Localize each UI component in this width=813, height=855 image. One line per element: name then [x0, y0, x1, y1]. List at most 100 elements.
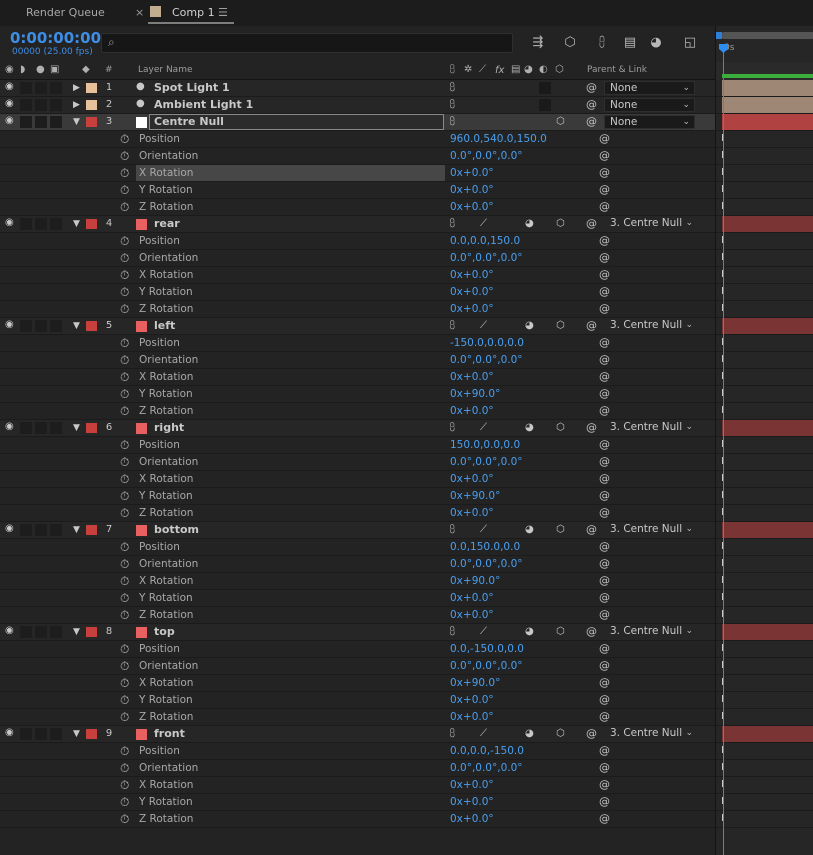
shy-switch-icon[interactable]: ⩉ [450, 728, 455, 739]
stopwatch-icon[interactable]: ⏱ [120, 489, 130, 503]
property-pick-whip-icon[interactable]: @ [599, 285, 610, 298]
property-value[interactable]: 0.0,0.0,-150.0 [450, 745, 524, 757]
property-pick-whip-icon[interactable]: @ [599, 489, 610, 502]
motion-blur-switch-icon[interactable]: ◕ [525, 524, 534, 535]
timeline-property-row[interactable]: I [716, 369, 813, 386]
stopwatch-icon[interactable]: ⏱ [120, 455, 130, 469]
layer-switch-box[interactable] [20, 218, 32, 230]
property-row[interactable]: ⏱ Y Rotation 0x+0.0° @ [0, 692, 715, 709]
property-value[interactable]: 0x+0.0° [450, 405, 494, 417]
layer-duration-bar[interactable] [722, 216, 813, 232]
layer-name[interactable]: Spot Light 1 [154, 81, 230, 94]
3d-layer-switch-icon[interactable]: ⬡ [556, 626, 565, 637]
property-pick-whip-icon[interactable]: @ [599, 795, 610, 808]
expand-triangle-open-icon[interactable]: ▼ [73, 729, 80, 739]
3d-layer-switch-icon[interactable]: ⬡ [556, 116, 565, 127]
current-time-display[interactable]: 0:00:00:00 [10, 29, 102, 47]
quality-switch-icon[interactable]: ⟋ [480, 218, 487, 229]
label-color-swatch[interactable] [86, 83, 97, 93]
property-value[interactable]: 0x+90.0° [450, 490, 501, 502]
keyframe-marker-icon[interactable]: I [721, 541, 724, 553]
property-pick-whip-icon[interactable]: @ [599, 540, 610, 553]
visibility-eye-icon[interactable]: ◉ [5, 625, 14, 636]
keyframe-marker-icon[interactable]: I [721, 201, 724, 213]
property-value[interactable]: 0x+0.0° [450, 779, 494, 791]
layer-switch-box[interactable] [50, 218, 62, 230]
property-pick-whip-icon[interactable]: @ [599, 472, 610, 485]
property-row[interactable]: ⏱ Z Rotation 0x+0.0° @ [0, 403, 715, 420]
layer-duration-bar[interactable] [722, 318, 813, 334]
motion-blur-switch-icon[interactable]: ◕ [525, 626, 534, 637]
property-row[interactable]: ⏱ Orientation 0.0°,0.0°,0.0° @ [0, 658, 715, 675]
stopwatch-icon[interactable]: ⏱ [120, 574, 130, 588]
layer-name[interactable]: rear [154, 217, 180, 230]
stopwatch-icon[interactable]: ⏱ [120, 778, 130, 792]
current-time-indicator[interactable] [719, 44, 728, 53]
keyframe-marker-icon[interactable]: I [721, 745, 724, 757]
visibility-eye-icon[interactable]: ◉ [5, 523, 14, 534]
property-row[interactable]: ⏱ Position 0.0,0.0,150.0 @ [0, 233, 715, 250]
property-value[interactable]: 960.0,540.0,150.0 [450, 133, 547, 145]
pick-whip-icon[interactable]: @ [586, 421, 597, 434]
property-pick-whip-icon[interactable]: @ [599, 200, 610, 213]
property-value[interactable]: 0x+0.0° [450, 473, 494, 485]
property-value[interactable]: 0x+0.0° [450, 507, 494, 519]
keyframe-marker-icon[interactable]: I [721, 150, 724, 162]
property-pick-whip-icon[interactable]: @ [599, 659, 610, 672]
timeline-property-row[interactable]: I [716, 437, 813, 454]
property-row[interactable]: ⏱ Orientation 0.0°,0.0°,0.0° @ [0, 454, 715, 471]
pick-whip-icon[interactable]: @ [586, 727, 597, 740]
visibility-eye-icon[interactable]: ◉ [5, 81, 14, 92]
layer-switch-box[interactable] [20, 422, 32, 434]
property-row[interactable]: ⏱ Z Rotation 0x+0.0° @ [0, 709, 715, 726]
timeline-property-row[interactable]: I [716, 760, 813, 777]
property-pick-whip-icon[interactable]: @ [599, 642, 610, 655]
property-value[interactable]: 0.0,-150.0,0.0 [450, 643, 524, 655]
timeline-layer-row[interactable] [716, 80, 813, 97]
property-pick-whip-icon[interactable]: @ [599, 370, 610, 383]
stopwatch-icon[interactable]: ⏱ [120, 744, 130, 758]
label-color-swatch[interactable] [86, 219, 97, 229]
property-pick-whip-icon[interactable]: @ [599, 557, 610, 570]
shy-layers-icon[interactable]: ⩉ [599, 35, 605, 50]
timeline-layer-row[interactable] [716, 318, 813, 335]
expand-triangle-open-icon[interactable]: ▼ [73, 627, 80, 637]
property-pick-whip-icon[interactable]: @ [599, 387, 610, 400]
parent-dropdown[interactable]: None ⌄ [604, 115, 695, 129]
property-row[interactable]: ⏱ Position 0.0,150.0,0.0 @ [0, 539, 715, 556]
property-pick-whip-icon[interactable]: @ [599, 166, 610, 179]
timeline-property-row[interactable]: I [716, 267, 813, 284]
keyframe-marker-icon[interactable]: I [721, 796, 724, 808]
keyframe-marker-icon[interactable]: I [721, 235, 724, 247]
property-value[interactable]: 0x+90.0° [450, 388, 501, 400]
keyframe-marker-icon[interactable]: I [721, 303, 724, 315]
switch-box[interactable] [539, 82, 551, 94]
keyframe-marker-icon[interactable]: I [721, 269, 724, 281]
property-pick-whip-icon[interactable]: @ [599, 268, 610, 281]
property-value[interactable]: 0x+90.0° [450, 575, 501, 587]
property-value[interactable]: 0x+0.0° [450, 303, 494, 315]
timeline-property-row[interactable]: I [716, 148, 813, 165]
close-tab-icon[interactable]: × [135, 6, 145, 19]
stopwatch-icon[interactable]: ⏱ [120, 557, 130, 571]
video-switch-icon[interactable]: ◉ [5, 64, 14, 75]
property-pick-whip-icon[interactable]: @ [599, 353, 610, 366]
visibility-eye-icon[interactable]: ◉ [5, 319, 14, 330]
timeline-property-row[interactable]: I [716, 794, 813, 811]
layer-duration-bar[interactable] [722, 114, 813, 130]
timeline-property-row[interactable]: I [716, 165, 813, 182]
label-color-swatch[interactable] [86, 321, 97, 331]
composition-mini-flowchart-icon[interactable]: ⇶ [532, 35, 544, 50]
timeline-area[interactable]: 0s IIIIIIIIIIIIIIIIIIIIIIIIIIIIIIIIIII [715, 26, 813, 855]
layer-switch-box[interactable] [20, 116, 32, 128]
property-value[interactable]: 0.0°,0.0°,0.0° [450, 150, 523, 162]
layer-duration-bar[interactable] [722, 97, 813, 113]
layer-switch-box[interactable] [50, 116, 62, 128]
keyframe-marker-icon[interactable]: I [721, 405, 724, 417]
label-color-swatch[interactable] [86, 627, 97, 637]
property-value[interactable]: 0x+0.0° [450, 592, 494, 604]
property-pick-whip-icon[interactable]: @ [599, 591, 610, 604]
layer-switch-box[interactable] [35, 99, 47, 111]
layer-switch-box[interactable] [35, 728, 47, 740]
property-value[interactable]: 0.0°,0.0°,0.0° [450, 354, 523, 366]
